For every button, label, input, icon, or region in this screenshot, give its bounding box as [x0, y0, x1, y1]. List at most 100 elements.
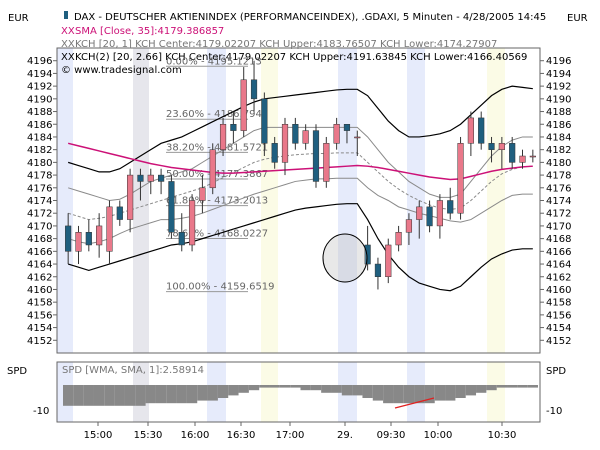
kch-inner-upper — [68, 126, 533, 202]
y-tick-label-right: 4192 — [546, 82, 571, 93]
y-tick-label-left: 4176 — [27, 183, 52, 194]
candle-body — [354, 136, 361, 139]
y-tick-label-right: 4162 — [546, 272, 571, 283]
spd-bar — [372, 385, 384, 401]
candle-body — [364, 244, 371, 265]
candle-body — [199, 187, 206, 201]
shade-band-spd — [487, 362, 505, 422]
spd-bar — [63, 385, 74, 406]
y-tick-label-right: 4188 — [546, 107, 571, 118]
y-tick-label-left: 4160 — [27, 285, 52, 296]
candle-body — [178, 232, 185, 246]
candle-body — [447, 200, 454, 214]
y-tick-label-left: 4166 — [27, 247, 52, 258]
currency-right: EUR — [567, 13, 588, 24]
y-tick-label-right: 4194 — [546, 69, 571, 80]
y-tick-label-right: 4168 — [546, 234, 571, 245]
candle-body — [261, 98, 268, 144]
shade-band — [133, 48, 149, 353]
x-tick-label: 09:30 — [377, 430, 406, 441]
kch-outer-upper — [67, 85, 533, 173]
candle-legend-icon — [64, 11, 68, 19]
y-tick-label-right: 4160 — [546, 285, 571, 296]
candle-body — [385, 244, 392, 278]
spd-bar — [207, 385, 218, 401]
spd-bar — [517, 385, 528, 388]
spd-bar — [310, 385, 322, 391]
spd-trendline[interactable] — [394, 397, 435, 409]
spd-bar — [124, 385, 136, 406]
candle-body — [158, 174, 165, 182]
y-tick-label-left: 4188 — [27, 107, 52, 118]
spd-bar — [290, 385, 301, 388]
spd-bar — [455, 385, 466, 398]
y-tick-label-left: 4158 — [27, 298, 52, 309]
candle-body — [416, 206, 423, 220]
spd-legend: SPD [WMA, SMA, 1]:2.58914 — [62, 365, 204, 376]
candle-body — [426, 206, 433, 227]
spd-bar — [238, 385, 249, 393]
spd-bar — [486, 385, 497, 391]
candle-body — [312, 130, 320, 182]
shade-band-spd — [261, 362, 278, 422]
spd-bar — [403, 385, 415, 404]
y-tick-label-left: 4152 — [27, 336, 52, 347]
fib-label: 0.00% - 4195.1213 — [166, 56, 262, 67]
candle-body — [488, 143, 495, 150]
candle-body — [137, 174, 144, 182]
spd-bar — [476, 385, 487, 393]
spd-bar — [114, 385, 125, 406]
copyright: © www.tradesignal.com — [61, 65, 182, 76]
spd-bar — [341, 385, 353, 396]
spd-bar — [176, 385, 187, 404]
shade-band — [487, 48, 505, 353]
y-tick-label-left: 4186 — [27, 120, 52, 131]
spd-tick-right: -10 — [546, 406, 562, 417]
shade-band — [407, 48, 425, 353]
fib-label: 38.20% - 4181.5721 — [166, 142, 268, 153]
y-tick-label-left: 4190 — [27, 94, 52, 105]
y-tick-label-left: 4170 — [27, 221, 52, 232]
time-axis: 15:00 15:30 16:00 16:30 17:00 29. 09:30 10:00 10… — [84, 422, 516, 441]
fib-label: 23.60% - 4186.7947 — [166, 109, 268, 120]
candle-body — [323, 143, 330, 182]
spd-bar — [217, 385, 229, 398]
y-tick-label-left: 4168 — [27, 234, 52, 245]
spd-bars — [63, 385, 538, 406]
y-tick-label-right: 4172 — [546, 209, 571, 220]
y-tick-label-right: 4196 — [546, 56, 571, 67]
y-tick-label-left: 4192 — [27, 82, 52, 93]
spd-bar — [166, 385, 177, 404]
candle-body — [250, 79, 258, 100]
currency-left: EUR — [8, 13, 29, 24]
y-tick-label-left: 4174 — [27, 196, 52, 207]
spd-bar — [393, 385, 404, 404]
spd-bar — [496, 385, 508, 388]
y-tick-label-right: 4154 — [546, 323, 571, 334]
y-tick-label-left: 4196 — [27, 56, 52, 67]
spd-bar — [135, 385, 146, 406]
circle-annotation[interactable] — [322, 233, 368, 283]
spd-bar — [414, 385, 425, 404]
y-tick-label-right: 4152 — [546, 336, 571, 347]
candle-body — [85, 232, 92, 246]
candle-body — [240, 79, 247, 131]
candle-body — [302, 130, 309, 144]
candle-body — [478, 117, 485, 144]
spd-bar — [93, 385, 105, 406]
fib-label: 50.00% - 4177.3867 — [166, 169, 268, 180]
candle-body — [75, 232, 82, 252]
x-tick-label: 17:00 — [276, 430, 305, 441]
x-tick-label: 15:00 — [84, 430, 113, 441]
candle-body — [116, 206, 123, 220]
spd-bar — [248, 385, 260, 391]
spd-bar — [352, 385, 363, 396]
spd-bar — [186, 385, 198, 404]
kch2-prefix-icon: XX — [61, 52, 75, 63]
spd-bar — [321, 385, 332, 393]
keltner-channels — [67, 85, 533, 292]
candle-body — [498, 143, 505, 150]
candle-body — [529, 155, 536, 158]
sma-prefix-icon: XX — [61, 26, 75, 37]
y-tick-label-right: 4190 — [546, 94, 571, 105]
